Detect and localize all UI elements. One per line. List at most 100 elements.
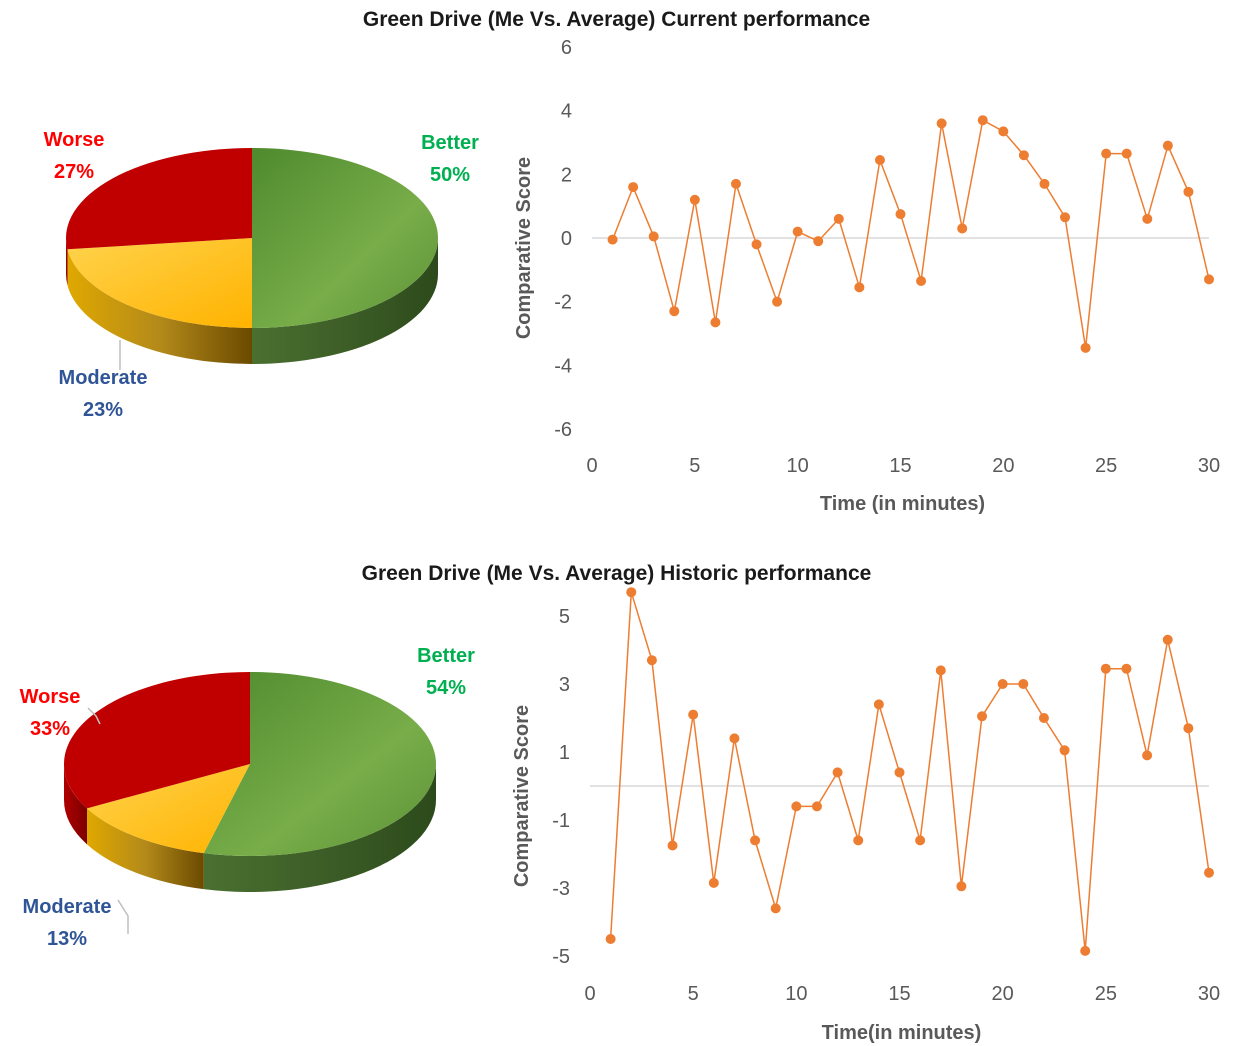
data-point: [1204, 274, 1214, 285]
pie-chart-historic: [63, 672, 437, 934]
data-point: [628, 182, 639, 193]
data-point: [688, 709, 699, 720]
data-point: [1162, 140, 1173, 151]
data-point: [1060, 212, 1071, 223]
pie-label-moderate: Moderate 23%: [58, 367, 148, 421]
series-line: [609, 591, 1210, 951]
y-tick-label: 3: [559, 674, 570, 696]
pie-label-moderate-2: Moderate 13%: [22, 896, 112, 950]
pie-label-better: Better 50%: [421, 132, 479, 186]
y-tick-label: -6: [554, 419, 572, 441]
data-point: [894, 767, 905, 778]
data-point: [626, 587, 637, 598]
data-point: [916, 275, 927, 286]
y-tick-label: 1: [559, 742, 570, 764]
data-point: [791, 801, 802, 812]
y-tick-label: 2: [561, 164, 572, 186]
data-point: [1121, 148, 1132, 159]
x-tick-label: 25: [1095, 455, 1117, 477]
data-point: [751, 239, 762, 250]
pie-slice-moderate: [67, 238, 252, 328]
x-tick-label: 20: [992, 983, 1014, 1005]
data-point: [873, 699, 884, 710]
data-point: [1142, 750, 1153, 761]
pie-slice-moderate: [87, 764, 250, 854]
pie-side-worse: [66, 238, 68, 286]
pie-side-better: [203, 764, 436, 892]
x-axis-title: Time(in minutes): [822, 1022, 982, 1044]
data-point: [1183, 186, 1194, 197]
current-performance-panel: Green Drive (Me Vs. Average) Current per…: [0, 0, 1233, 520]
y-tick-label: -2: [554, 292, 572, 314]
data-point: [1204, 867, 1214, 878]
data-point: [874, 155, 885, 166]
pie-slice-better: [252, 148, 438, 328]
pie-label-worse-2: Worse 33%: [19, 686, 81, 740]
x-tick-label: 25: [1095, 983, 1117, 1005]
pie-slice-worse: [63, 672, 251, 809]
y-tick-label: 4: [561, 101, 572, 123]
data-point: [730, 178, 741, 189]
data-point: [667, 840, 678, 851]
data-point: [1100, 663, 1111, 674]
pie-side-better: [252, 238, 438, 364]
worse-leader-line: [87, 707, 101, 725]
x-axis-title: Time (in minutes): [820, 493, 985, 515]
x-tick-label: 30: [1198, 455, 1220, 477]
data-point: [750, 835, 761, 846]
data-point: [729, 733, 740, 744]
x-tick-label: 5: [688, 983, 699, 1005]
data-point: [1039, 178, 1050, 189]
data-point: [689, 194, 700, 205]
y-tick-label: 6: [561, 37, 572, 59]
data-point: [646, 655, 657, 666]
pie-chart-current: [65, 148, 438, 370]
y-tick-label: -3: [552, 878, 570, 900]
line-chart-current: -6 -4 -2 0 2 4 6 0 5 10 15 20 25 30 Time (in minutes) C…: [513, 37, 1220, 515]
data-point: [813, 236, 824, 247]
data-point: [1162, 634, 1173, 645]
data-point: [1059, 745, 1070, 756]
x-tick-label: 20: [992, 455, 1014, 477]
chart-title-current: Green Drive (Me Vs. Average) Current per…: [362, 8, 871, 31]
pie-label-worse: Worse 27%: [43, 129, 105, 183]
pie-label-better-2: Better 54%: [417, 645, 475, 699]
x-tick-label: 10: [785, 983, 807, 1005]
data-point: [770, 903, 781, 914]
data-point: [956, 881, 967, 892]
data-point: [1080, 342, 1091, 353]
data-point: [772, 296, 783, 307]
y-tick-label: -4: [554, 355, 572, 377]
pie-slice-better: [203, 672, 437, 856]
line-chart-historic: -5 -3 -1 1 3 5 0 5 10 15 20 25 30 Time(in minutes) Com…: [511, 587, 1220, 1044]
data-point: [708, 877, 719, 888]
historic-performance-panel: Green Drive (Me Vs. Average) Historic pe…: [0, 520, 1233, 1046]
data-point: [1038, 713, 1049, 723]
data-point: [1101, 148, 1112, 159]
data-point: [1183, 723, 1194, 734]
moderate-leader-line-2: [117, 899, 129, 934]
x-tick-label: 5: [689, 455, 700, 477]
data-point: [957, 223, 968, 234]
data-point: [854, 282, 865, 293]
data-point: [669, 306, 680, 317]
y-tick-label: 0: [561, 228, 572, 250]
y-axis-title: Comparative Score: [511, 705, 533, 887]
data-point: [1142, 213, 1153, 224]
chart-title-historic: Green Drive (Me Vs. Average) Historic pe…: [361, 562, 872, 585]
y-tick-label: -5: [552, 946, 570, 968]
data-point: [1018, 150, 1029, 161]
data-point: [915, 835, 926, 846]
data-point: [1121, 663, 1132, 674]
data-point: [648, 231, 659, 242]
data-point: [832, 767, 843, 778]
x-tick-label: 30: [1198, 983, 1220, 1005]
pie-slice-worse: [65, 148, 252, 250]
data-point: [710, 317, 721, 328]
data-point: [811, 801, 822, 812]
y-axis-title: Comparative Score: [513, 157, 535, 339]
x-tick-label: 15: [889, 455, 911, 477]
data-point: [997, 679, 1008, 689]
data-point: [935, 665, 946, 676]
pie-side-moderate: [67, 249, 252, 364]
